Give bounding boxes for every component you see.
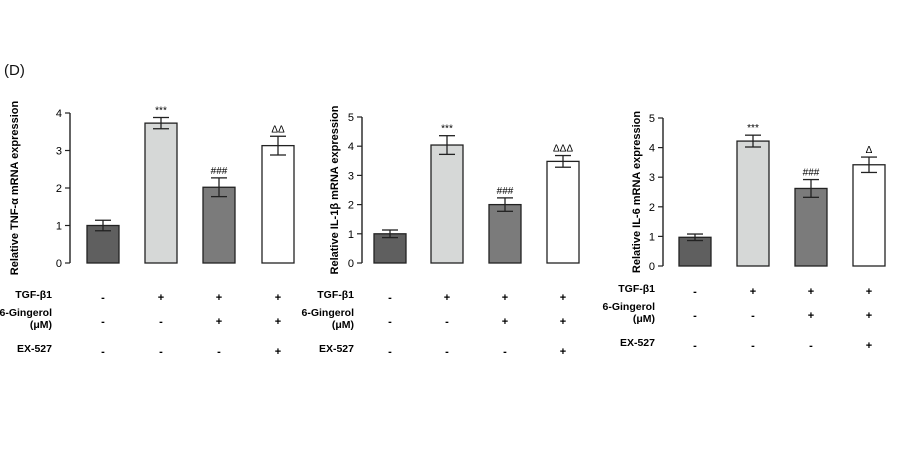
y-tick-label: 4 (348, 141, 354, 153)
y-tick-label: 1 (56, 221, 62, 233)
y-tick-label: 0 (56, 258, 62, 270)
bar (678, 236, 712, 267)
condition-sign: + (560, 316, 566, 328)
condition-sign: - (388, 346, 392, 358)
bar (144, 122, 178, 264)
bar (488, 203, 522, 264)
condition-sign: - (503, 346, 507, 358)
condition-sign: + (560, 292, 566, 304)
y-axis-label: Relative IL-6 mRNA expression (631, 111, 643, 273)
bar (430, 144, 464, 264)
condition-name: TGF-β1 (15, 289, 52, 301)
y-axis-label: Relative IL-1β mRNA expression (329, 105, 341, 274)
condition-sign: + (808, 310, 814, 322)
condition-name: TGF-β1 (317, 289, 354, 301)
condition-sign: + (502, 292, 508, 304)
condition-sign: - (159, 316, 163, 328)
condition-name: 6-Gingerol (μM) (0, 307, 52, 331)
y-tick-label: 3 (348, 170, 354, 182)
panel-label: (D) (4, 62, 25, 79)
condition-name: 6-Gingerol (μM) (602, 301, 655, 325)
condition-sign: - (101, 346, 105, 358)
bar (202, 186, 236, 264)
y-tick-label: 4 (649, 143, 655, 155)
condition-sign: - (101, 292, 105, 304)
y-tick-label: 5 (348, 112, 354, 124)
condition-name: TGF-β1 (618, 283, 655, 295)
condition-sign: + (216, 292, 222, 304)
condition-sign: + (866, 310, 872, 322)
significance-label: *** (441, 124, 453, 135)
significance-label: *** (747, 123, 759, 134)
condition-sign: + (502, 316, 508, 328)
y-tick-label: 1 (649, 231, 655, 243)
condition-sign: - (445, 346, 449, 358)
significance-label: ΔΔΔ (553, 144, 573, 155)
condition-sign: + (866, 340, 872, 352)
bar (736, 140, 770, 267)
condition-name: EX-527 (319, 343, 354, 355)
bar (373, 233, 407, 264)
y-tick-label: 1 (348, 229, 354, 241)
condition-sign: - (809, 340, 813, 352)
significance-label: ### (211, 166, 228, 177)
y-axis-label: Relative TNF-α mRNA expression (9, 100, 21, 275)
y-tick-label: 3 (649, 172, 655, 184)
condition-sign: - (388, 292, 392, 304)
condition-sign: + (866, 286, 872, 298)
condition-name: 6-Gingerol (μM) (301, 307, 354, 331)
bar (86, 224, 120, 264)
bar (794, 187, 828, 267)
condition-sign: - (445, 316, 449, 328)
significance-label: ### (803, 168, 820, 179)
condition-sign: - (693, 310, 697, 322)
condition-sign: - (388, 316, 392, 328)
condition-sign: + (158, 292, 164, 304)
bar (546, 160, 580, 264)
y-tick-label: 5 (649, 113, 655, 125)
condition-sign: + (216, 316, 222, 328)
condition-sign: + (275, 346, 281, 358)
significance-label: Δ (866, 145, 873, 156)
condition-sign: - (751, 340, 755, 352)
y-tick-label: 3 (56, 146, 62, 158)
condition-sign: + (275, 316, 281, 328)
condition-sign: - (217, 346, 221, 358)
condition-sign: + (560, 346, 566, 358)
condition-sign: - (751, 310, 755, 322)
condition-name: EX-527 (17, 343, 52, 355)
bar (261, 144, 295, 264)
significance-label: *** (155, 106, 167, 117)
y-tick-label: 0 (649, 261, 655, 273)
condition-sign: + (275, 292, 281, 304)
y-tick-label: 0 (348, 258, 354, 270)
condition-sign: - (101, 316, 105, 328)
condition-sign: - (693, 340, 697, 352)
bar (852, 164, 886, 267)
y-tick-label: 2 (348, 200, 354, 212)
condition-sign: + (444, 292, 450, 304)
condition-sign: + (808, 286, 814, 298)
condition-sign: + (750, 286, 756, 298)
condition-sign: - (159, 346, 163, 358)
condition-name: EX-527 (620, 337, 655, 349)
y-tick-label: 2 (649, 202, 655, 214)
significance-label: ### (497, 186, 514, 197)
y-tick-label: 2 (56, 183, 62, 195)
condition-sign: - (693, 286, 697, 298)
y-tick-label: 4 (56, 108, 62, 120)
significance-label: ΔΔ (271, 124, 285, 135)
